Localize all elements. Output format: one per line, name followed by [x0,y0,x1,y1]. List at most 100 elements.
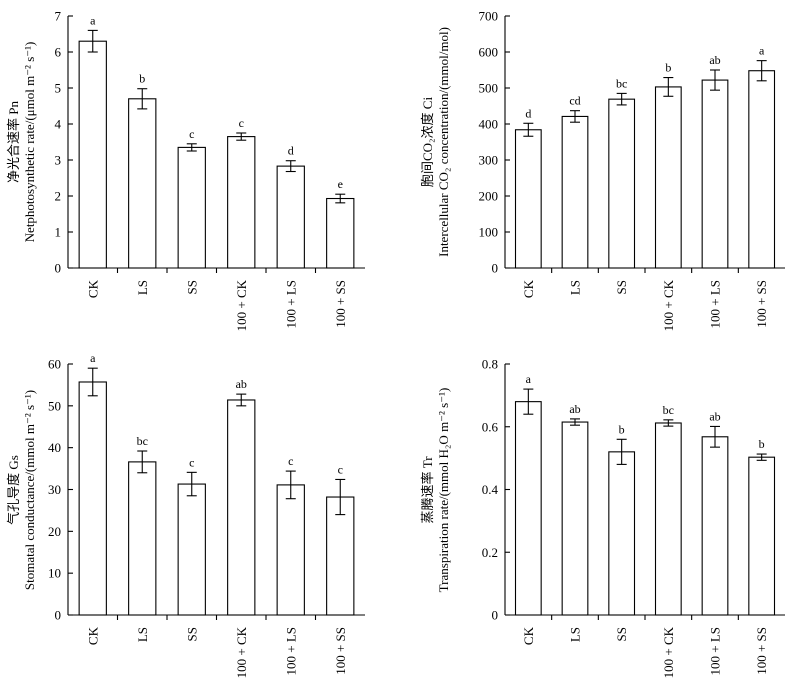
significance-label: c [189,127,194,141]
significance-label: d [288,144,294,158]
category-label: CK [521,279,536,298]
y-tick-label: 50 [48,398,61,413]
category-label: CK [85,626,100,645]
y-axis-title-1: 胞间CO₂浓度 Ci [420,97,435,188]
y-tick-label: 60 [48,357,61,372]
y-tick-label: 0 [492,261,499,276]
bar [326,496,355,616]
bar [561,115,589,269]
significance-label: ab [709,409,720,423]
significance-label: e [338,177,343,191]
significance-label: bc [137,434,148,448]
panel-stomatal-conductance: 气孔导度 Gs Stomatal conductance/(mmol m⁻² s… [6,351,365,678]
category-label: SS [614,627,629,641]
y-tick-label: 30 [48,482,61,497]
category-label: CK [85,279,100,298]
category-label: LS [568,280,583,295]
y-tick-label: 200 [479,189,499,204]
category-label: 100 + SS [333,280,348,328]
y-tick-label: 3 [55,153,62,168]
y-tick-label: 4 [55,117,62,132]
y-tick-label: 600 [479,45,499,60]
significance-label: a [90,13,96,27]
y-tick-label: 0.8 [482,357,498,372]
significance-label: c [288,454,293,468]
significance-label: ab [709,53,720,67]
axes [67,363,365,616]
y-tick-label: 2 [55,189,62,204]
bar [654,86,682,269]
y-tick-label: 0.4 [482,482,499,497]
y-axis-title-1: 气孔导度 Gs [6,455,21,525]
significance-label: b [759,437,765,451]
y-axis-title-2: Stomatal conductance/(mmol m⁻² s⁻¹) [22,390,37,590]
bar [701,436,729,616]
bar [128,461,157,616]
bar [128,98,157,269]
significance-label: a [90,351,96,365]
y-axis-title-1: 净光合速率 Pn [6,101,21,183]
category-label: 100 + SS [754,280,769,328]
bar [654,422,682,616]
significance-label: ab [569,402,580,416]
bar [608,451,636,616]
category-label: 100 + CK [234,279,249,331]
y-tick-label: 0 [55,608,62,623]
y-tick-label: 500 [479,81,499,96]
y-axis-title-2: Transpiration rate/(mmol H₂O m⁻² s⁻¹) [436,388,451,593]
significance-label: d [525,106,531,120]
significance-label: b [139,72,145,86]
bar [561,421,589,616]
bar [177,146,206,269]
category-label: LS [135,280,150,295]
y-tick-label: 5 [55,81,62,96]
category-label: 100 + CK [661,626,676,678]
significance-label: b [665,61,671,75]
bar [701,79,729,269]
significance-label: a [759,44,765,58]
category-label: 100 + LS [283,627,298,676]
panel-transpiration-rate: 蒸腾速率 Tr Transpiration rate/(mmol H₂O m⁻²… [420,357,785,678]
significance-label: bc [616,76,627,90]
y-tick-label: 7 [55,9,62,24]
bar [608,98,636,269]
y-axis-title-1: 蒸腾速率 Tr [420,456,435,524]
y-tick-label: 0 [55,261,62,276]
y-tick-label: 300 [479,153,499,168]
category-label: 100 + CK [234,626,249,678]
y-tick-label: 20 [48,524,61,539]
y-tick-label: 0.2 [482,545,498,560]
axes [504,363,785,616]
y-tick-label: 1 [55,225,62,240]
y-tick-label: 100 [479,225,499,240]
category-label: SS [184,280,199,294]
category-label: 100 + LS [708,627,723,676]
y-axis-title-2: Netphotosynthetic rate/(μmol m⁻² s⁻¹) [22,42,37,243]
bar [227,136,256,269]
y-tick-label: 700 [479,9,499,24]
category-label: SS [614,280,629,294]
y-axis-title-2: Intercellular CO₂ concentration/(mmol/mo… [436,27,451,257]
panel-intercellular-co2: 胞间CO₂浓度 Ci Intercellular CO₂ concentrati… [420,9,785,331]
y-tick-label: 0.6 [482,419,499,434]
y-tick-label: 10 [48,566,61,581]
category-label: LS [135,627,150,642]
axes [67,15,365,269]
bar [748,70,776,269]
significance-label: bc [663,403,674,417]
bar [326,197,355,269]
category-label: SS [184,627,199,641]
bar [276,484,305,616]
bar [177,483,206,616]
bar [748,456,776,616]
category-label: CK [521,626,536,645]
category-label: 100 + LS [283,280,298,329]
axes [504,15,785,269]
significance-label: c [189,455,194,469]
bar [78,381,107,616]
bar [276,165,305,269]
category-label: 100 + SS [333,627,348,675]
category-label: 100 + SS [754,627,769,675]
bar [227,399,256,616]
